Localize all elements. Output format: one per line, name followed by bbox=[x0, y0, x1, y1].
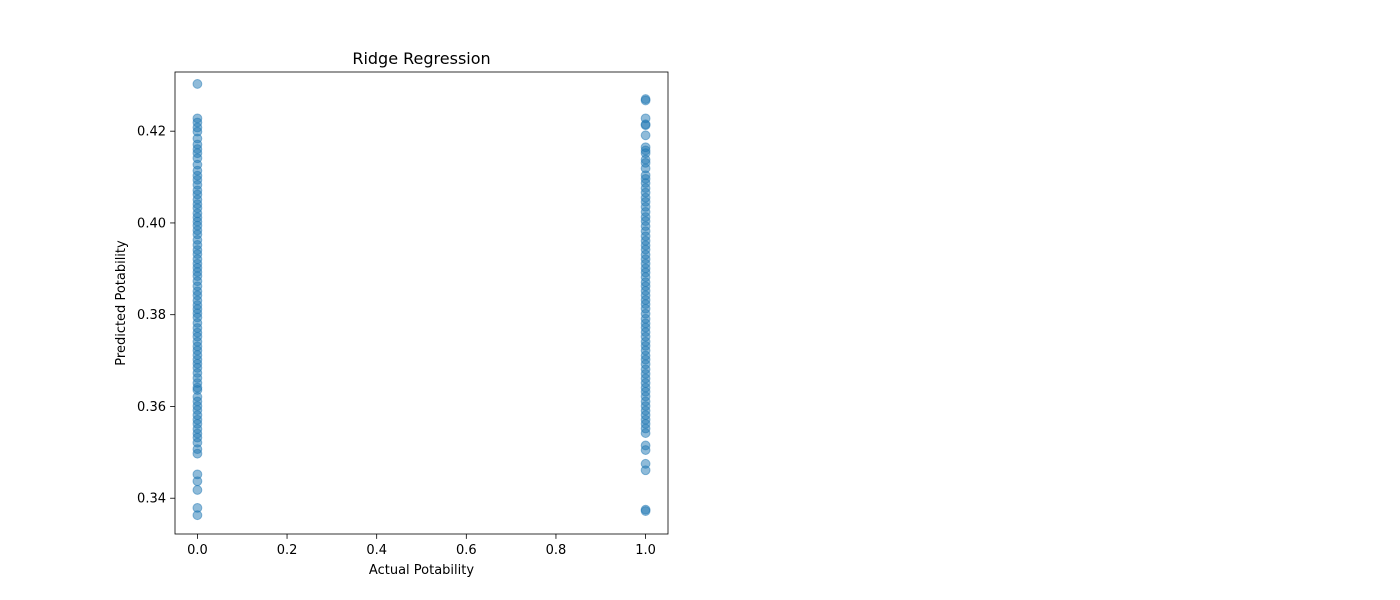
scatter-point bbox=[640, 120, 651, 131]
scatter-point bbox=[640, 428, 651, 438]
y-tick-label: 0.34 bbox=[137, 492, 166, 507]
axes-frame bbox=[174, 71, 669, 535]
y-tick-label: 0.36 bbox=[137, 400, 166, 415]
chart-title: Ridge Regression bbox=[352, 49, 490, 68]
y-tick-label: 0.42 bbox=[137, 125, 166, 140]
scatter-point bbox=[640, 95, 651, 106]
scatter-point bbox=[640, 130, 651, 141]
scatter-point bbox=[192, 485, 203, 495]
y-axis-label: Predicted Potability bbox=[114, 240, 129, 366]
scatter-point bbox=[640, 465, 651, 476]
scatter-point bbox=[640, 445, 651, 455]
scatter-point bbox=[192, 510, 203, 521]
x-tick-label: 0.0 bbox=[187, 543, 208, 558]
x-axis-label: Actual Potability bbox=[369, 563, 474, 578]
x-tick-label: 0.2 bbox=[277, 543, 298, 558]
x-tick-label: 1.0 bbox=[635, 543, 656, 558]
x-tick-label: 0.8 bbox=[546, 543, 567, 558]
scatter-point bbox=[192, 448, 203, 459]
scatter-point bbox=[192, 79, 203, 89]
points-layer bbox=[192, 79, 651, 521]
ticks-layer: 0.0 0.2 0.4 0.6 0.8 1.0 0.34 0.36 0.38 0.40 0.42 bbox=[137, 125, 656, 558]
y-tick-label: 0.40 bbox=[137, 216, 166, 231]
y-tick-label: 0.38 bbox=[137, 308, 166, 323]
x-tick-label: 0.4 bbox=[366, 543, 387, 558]
scatter-point bbox=[192, 476, 203, 487]
scatter-point bbox=[640, 506, 651, 516]
x-tick-label: 0.6 bbox=[456, 543, 477, 558]
